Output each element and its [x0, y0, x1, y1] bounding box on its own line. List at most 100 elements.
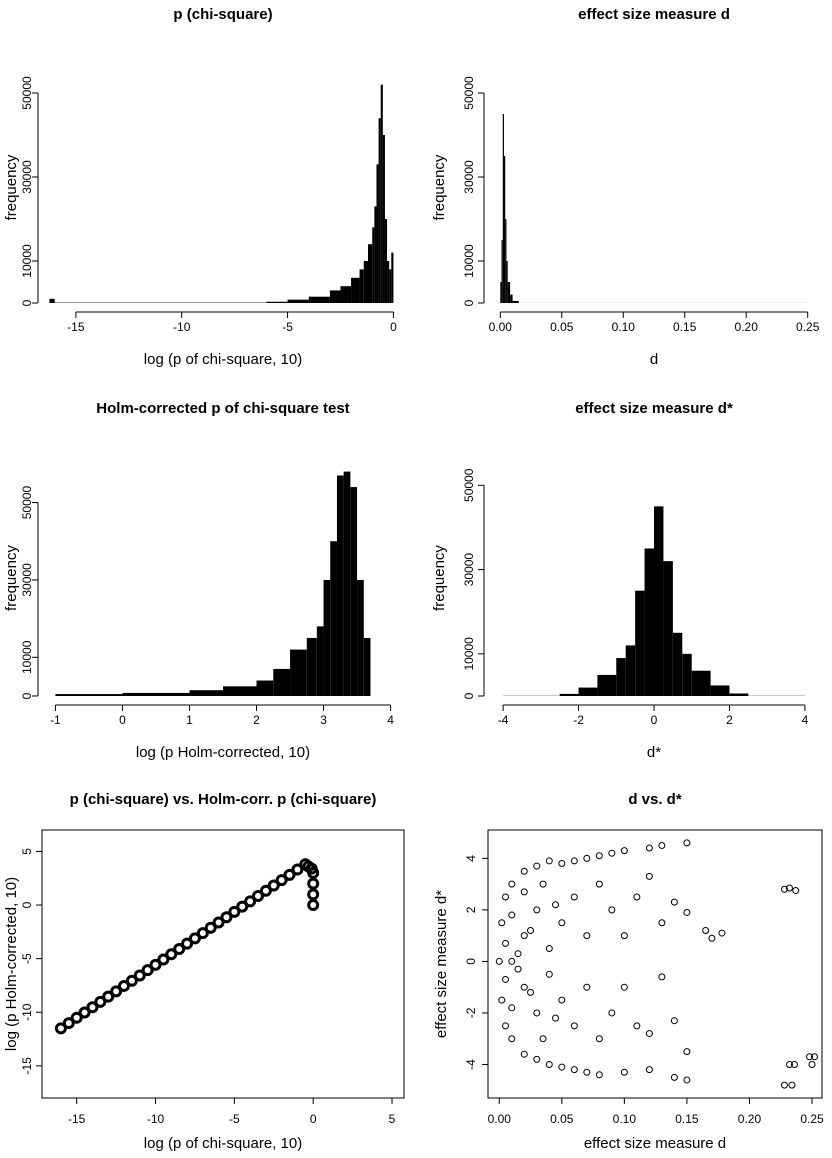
y-tick-label: 10000	[462, 637, 476, 671]
point	[785, 884, 793, 892]
panel-title: d vs. d*	[628, 791, 682, 808]
point	[583, 983, 591, 991]
point	[520, 1050, 528, 1058]
bar	[363, 261, 369, 303]
point	[558, 996, 566, 1004]
point	[620, 1068, 628, 1076]
point	[502, 939, 510, 947]
y-tick-label: 0	[20, 299, 34, 306]
point	[212, 916, 225, 929]
point	[780, 885, 788, 893]
bar	[500, 282, 502, 303]
point	[498, 919, 506, 927]
y-axis-label: effect size measure d*	[433, 890, 450, 1038]
bar	[578, 687, 598, 696]
point	[608, 849, 616, 857]
x-tick-label: -15	[67, 320, 85, 334]
bar	[340, 286, 352, 303]
point	[595, 1071, 603, 1079]
point	[70, 1011, 83, 1024]
x-tick-label: 0.00	[488, 1112, 512, 1126]
point	[658, 841, 666, 849]
y-tick-label: 30000	[20, 160, 34, 194]
x-tick-label: 0	[651, 713, 658, 727]
x-tick-label: 2	[726, 713, 733, 727]
x-tick-label: -2	[573, 713, 584, 727]
panel-title: p (chi-square) vs. Holm-corr. p (chi-squ…	[70, 791, 377, 808]
y-tick-label: 30000	[462, 160, 476, 194]
y-tick-label: -2	[464, 1007, 478, 1018]
point	[165, 948, 178, 961]
point	[792, 887, 800, 895]
point	[558, 919, 566, 927]
x-axis-label: log (p Holm-corrected, 10)	[136, 744, 310, 761]
bar	[376, 164, 379, 303]
y-axis-label: frequency	[431, 545, 448, 611]
bar	[308, 296, 330, 303]
plot-box	[487, 829, 823, 1099]
bar	[290, 649, 307, 696]
x-tick-label: 2	[253, 713, 260, 727]
x-tick-label: 4	[802, 713, 809, 727]
bar	[502, 114, 504, 303]
point	[117, 979, 130, 992]
x-axis-label: effect size measure d	[584, 1135, 726, 1152]
point	[620, 847, 628, 855]
point	[545, 945, 553, 953]
bar	[316, 626, 324, 696]
point	[608, 1009, 616, 1017]
point	[102, 990, 115, 1003]
y-tick-label: -15	[20, 1057, 34, 1075]
point	[244, 895, 257, 908]
point	[533, 1009, 541, 1017]
y-tick-label: 0	[20, 692, 34, 699]
point	[188, 932, 201, 945]
point	[204, 921, 217, 934]
point	[785, 1061, 793, 1068]
bar	[512, 300, 519, 303]
bar	[501, 240, 503, 303]
point	[502, 893, 510, 901]
point	[670, 1073, 678, 1081]
y-tick-label: 50000	[20, 486, 34, 520]
point	[533, 906, 541, 914]
point	[520, 888, 528, 896]
point	[633, 1022, 641, 1030]
bar	[510, 294, 513, 303]
bar	[306, 637, 317, 696]
point	[236, 900, 249, 913]
bar	[189, 690, 223, 696]
bar	[387, 261, 390, 303]
point	[196, 927, 209, 940]
point	[620, 932, 628, 940]
bar	[682, 653, 692, 696]
point	[307, 866, 320, 879]
y-axis-label: frequency	[431, 154, 448, 220]
bar	[49, 298, 55, 303]
point	[291, 863, 304, 876]
point	[790, 1061, 798, 1068]
point	[683, 1048, 691, 1056]
point	[267, 879, 280, 892]
x-tick-label: 0.15	[675, 1112, 699, 1126]
point	[702, 927, 710, 934]
panel-title: effect size measure d	[578, 6, 730, 23]
point	[533, 1055, 541, 1063]
point	[583, 1068, 591, 1076]
panel-title: effect size measure d*	[575, 400, 733, 417]
point	[508, 1035, 516, 1043]
y-tick-label: 30000	[20, 563, 34, 597]
point	[570, 1022, 578, 1030]
point	[683, 1076, 691, 1084]
point	[595, 1035, 603, 1043]
y-tick-label: 10000	[462, 244, 476, 278]
point	[520, 867, 528, 875]
point	[558, 860, 566, 867]
point	[307, 899, 320, 912]
point	[228, 905, 241, 918]
x-tick-label: 4	[387, 713, 394, 727]
point	[788, 1081, 796, 1089]
point	[54, 1022, 67, 1035]
y-tick-label: 4	[464, 855, 478, 862]
